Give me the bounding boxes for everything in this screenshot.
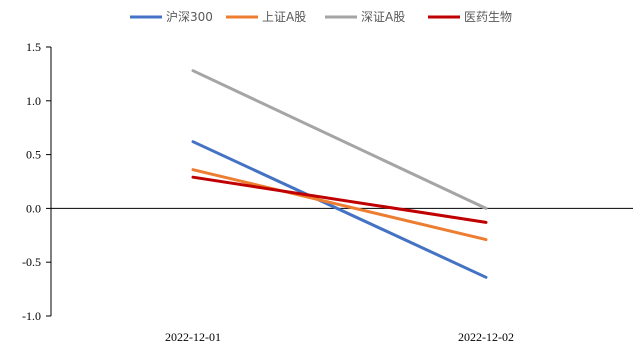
- y-tick-label: 1.0: [26, 94, 41, 108]
- series-line-1: [191, 140, 488, 279]
- legend-label: 深证A股: [361, 10, 405, 24]
- legend-label: 上证A股: [262, 10, 306, 24]
- y-axis-ticks: 1.5 1.0 0.5 0.0 -0.5 -1.0: [22, 40, 51, 323]
- series-lines: [191, 69, 488, 279]
- x-tick-label: 2022-12-01: [165, 330, 221, 344]
- y-tick-label: -0.5: [22, 255, 41, 269]
- series-line-4: [191, 175, 488, 224]
- legend-label: 沪深300: [166, 10, 213, 24]
- legend-item: 医药生物: [428, 10, 512, 24]
- y-tick-label: 1.5: [26, 40, 41, 54]
- legend-item: 沪深300: [130, 10, 213, 24]
- y-tick-label: 0.5: [26, 148, 41, 162]
- series-line-3: [191, 69, 488, 210]
- legend-item: 深证A股: [325, 10, 405, 24]
- series-line-2: [191, 168, 488, 242]
- x-axis-ticks: 2022-12-01 2022-12-02: [165, 330, 514, 344]
- y-tick-label: -1.0: [22, 309, 41, 323]
- legend-label: 医药生物: [464, 10, 512, 24]
- legend-item: 上证A股: [226, 10, 306, 24]
- chart-legend: 沪深300 上证A股 深证A股 医药生物: [130, 10, 512, 24]
- y-tick-label: 0.0: [26, 201, 41, 215]
- x-tick-label: 2022-12-02: [458, 330, 514, 344]
